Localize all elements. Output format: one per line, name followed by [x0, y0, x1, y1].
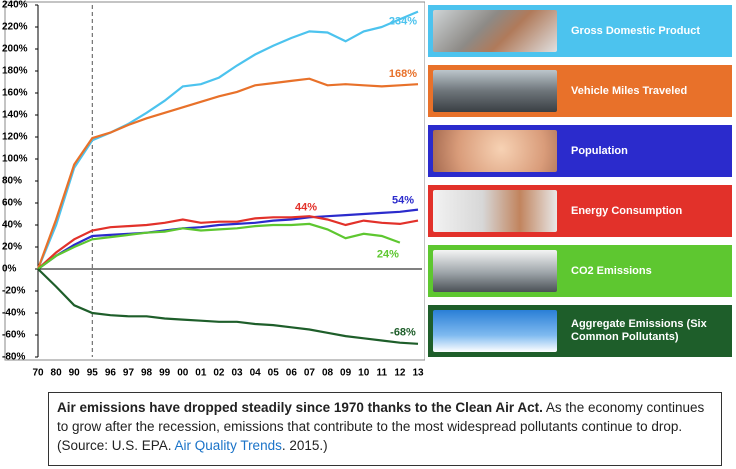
legend-item: CO2 Emissions — [428, 245, 732, 297]
legend-item: Population — [428, 125, 732, 177]
value-label: 234% — [389, 16, 417, 28]
legend-item: Gross Domestic Product — [428, 5, 732, 57]
x-tick-label: 95 — [87, 368, 99, 379]
legend-image — [433, 310, 557, 352]
x-tick-label: 11 — [377, 368, 388, 379]
y-tick-label: 100% — [2, 154, 28, 165]
x-tick-label: 00 — [177, 368, 189, 379]
chart: 240%220%200%180%160%140%120%100%80%60%40… — [2, 0, 425, 379]
legend-label: Gross Domestic Product — [571, 24, 700, 37]
x-tick-label: 12 — [394, 368, 406, 379]
value-label: 44% — [295, 202, 317, 214]
series-line — [37, 222, 401, 270]
caption-text: As the economy continues to grow after t… — [57, 400, 705, 453]
series-line — [37, 268, 419, 345]
legend-label: Aggregate Emissions (Six Common Pollutan… — [571, 318, 707, 343]
x-tick-label: 80 — [51, 368, 63, 379]
legend-item: Vehicle Miles Traveled — [428, 65, 732, 117]
x-tick-label: 97 — [123, 368, 135, 379]
x-tick-label: 07 — [304, 368, 316, 379]
y-tick-label: 220% — [2, 22, 28, 33]
x-tick-label: 04 — [250, 368, 262, 379]
caption-link[interactable]: Air Quality Trends — [174, 438, 282, 453]
x-tick-label: 09 — [340, 368, 352, 379]
x-tick-label: 06 — [286, 368, 298, 379]
x-tick-label: 01 — [195, 368, 207, 379]
y-tick-label: 20% — [2, 242, 22, 253]
legend-image — [433, 130, 557, 172]
y-tick-label: -60% — [2, 330, 25, 341]
x-tick-label: 96 — [105, 368, 117, 379]
y-tick-label: -40% — [2, 308, 25, 319]
series-line — [37, 208, 419, 270]
y-tick-label: 180% — [2, 66, 28, 77]
y-tick-label: -80% — [2, 352, 25, 363]
value-label: 168% — [389, 68, 417, 80]
x-tick-label: 03 — [231, 368, 243, 379]
x-tick-label: 99 — [159, 368, 171, 379]
value-label: 54% — [392, 195, 414, 207]
x-tick-label: 05 — [268, 368, 280, 379]
caption: Air emissions have dropped steadily sinc… — [48, 392, 722, 466]
y-tick-label: -20% — [2, 286, 25, 297]
x-tick-label: 08 — [322, 368, 334, 379]
legend-image — [433, 70, 557, 112]
value-label: -68% — [390, 327, 416, 339]
x-tick-label: 70 — [32, 368, 44, 379]
x-tick-label: 90 — [69, 368, 81, 379]
y-tick-label: 60% — [2, 198, 22, 209]
y-tick-label: 120% — [2, 132, 28, 143]
caption-bold: Air emissions have dropped steadily sinc… — [57, 400, 543, 415]
x-tick-label: 13 — [412, 368, 424, 379]
value-label: 24% — [377, 249, 399, 261]
legend-item: Aggregate Emissions (Six Common Pollutan… — [428, 305, 732, 357]
legend-label: Energy Consumption — [571, 204, 683, 217]
plot-frame — [4, 1, 425, 361]
legend-label: Vehicle Miles Traveled — [571, 84, 688, 97]
legend-label: CO2 Emissions — [571, 264, 652, 277]
legend-item: Energy Consumption — [428, 185, 732, 237]
series-line — [37, 215, 419, 270]
y-tick-label: 160% — [2, 88, 28, 99]
x-tick-label: 10 — [358, 368, 370, 379]
y-tick-label: 0% — [2, 264, 17, 275]
y-tick-label: 240% — [2, 0, 28, 11]
y-tick-label: 80% — [2, 176, 22, 187]
y-tick-label: 40% — [2, 220, 22, 231]
y-tick-label: 140% — [2, 110, 28, 121]
caption-end: . 2015.) — [281, 438, 328, 453]
x-tick-label: 98 — [141, 368, 153, 379]
legend-image — [433, 190, 557, 232]
y-tick-label: 200% — [2, 44, 28, 55]
x-tick-label: 02 — [213, 368, 225, 379]
series-line — [36, 77, 419, 270]
legend-image — [433, 10, 557, 52]
legend-label: Population — [571, 144, 628, 157]
legend-image — [433, 250, 557, 292]
